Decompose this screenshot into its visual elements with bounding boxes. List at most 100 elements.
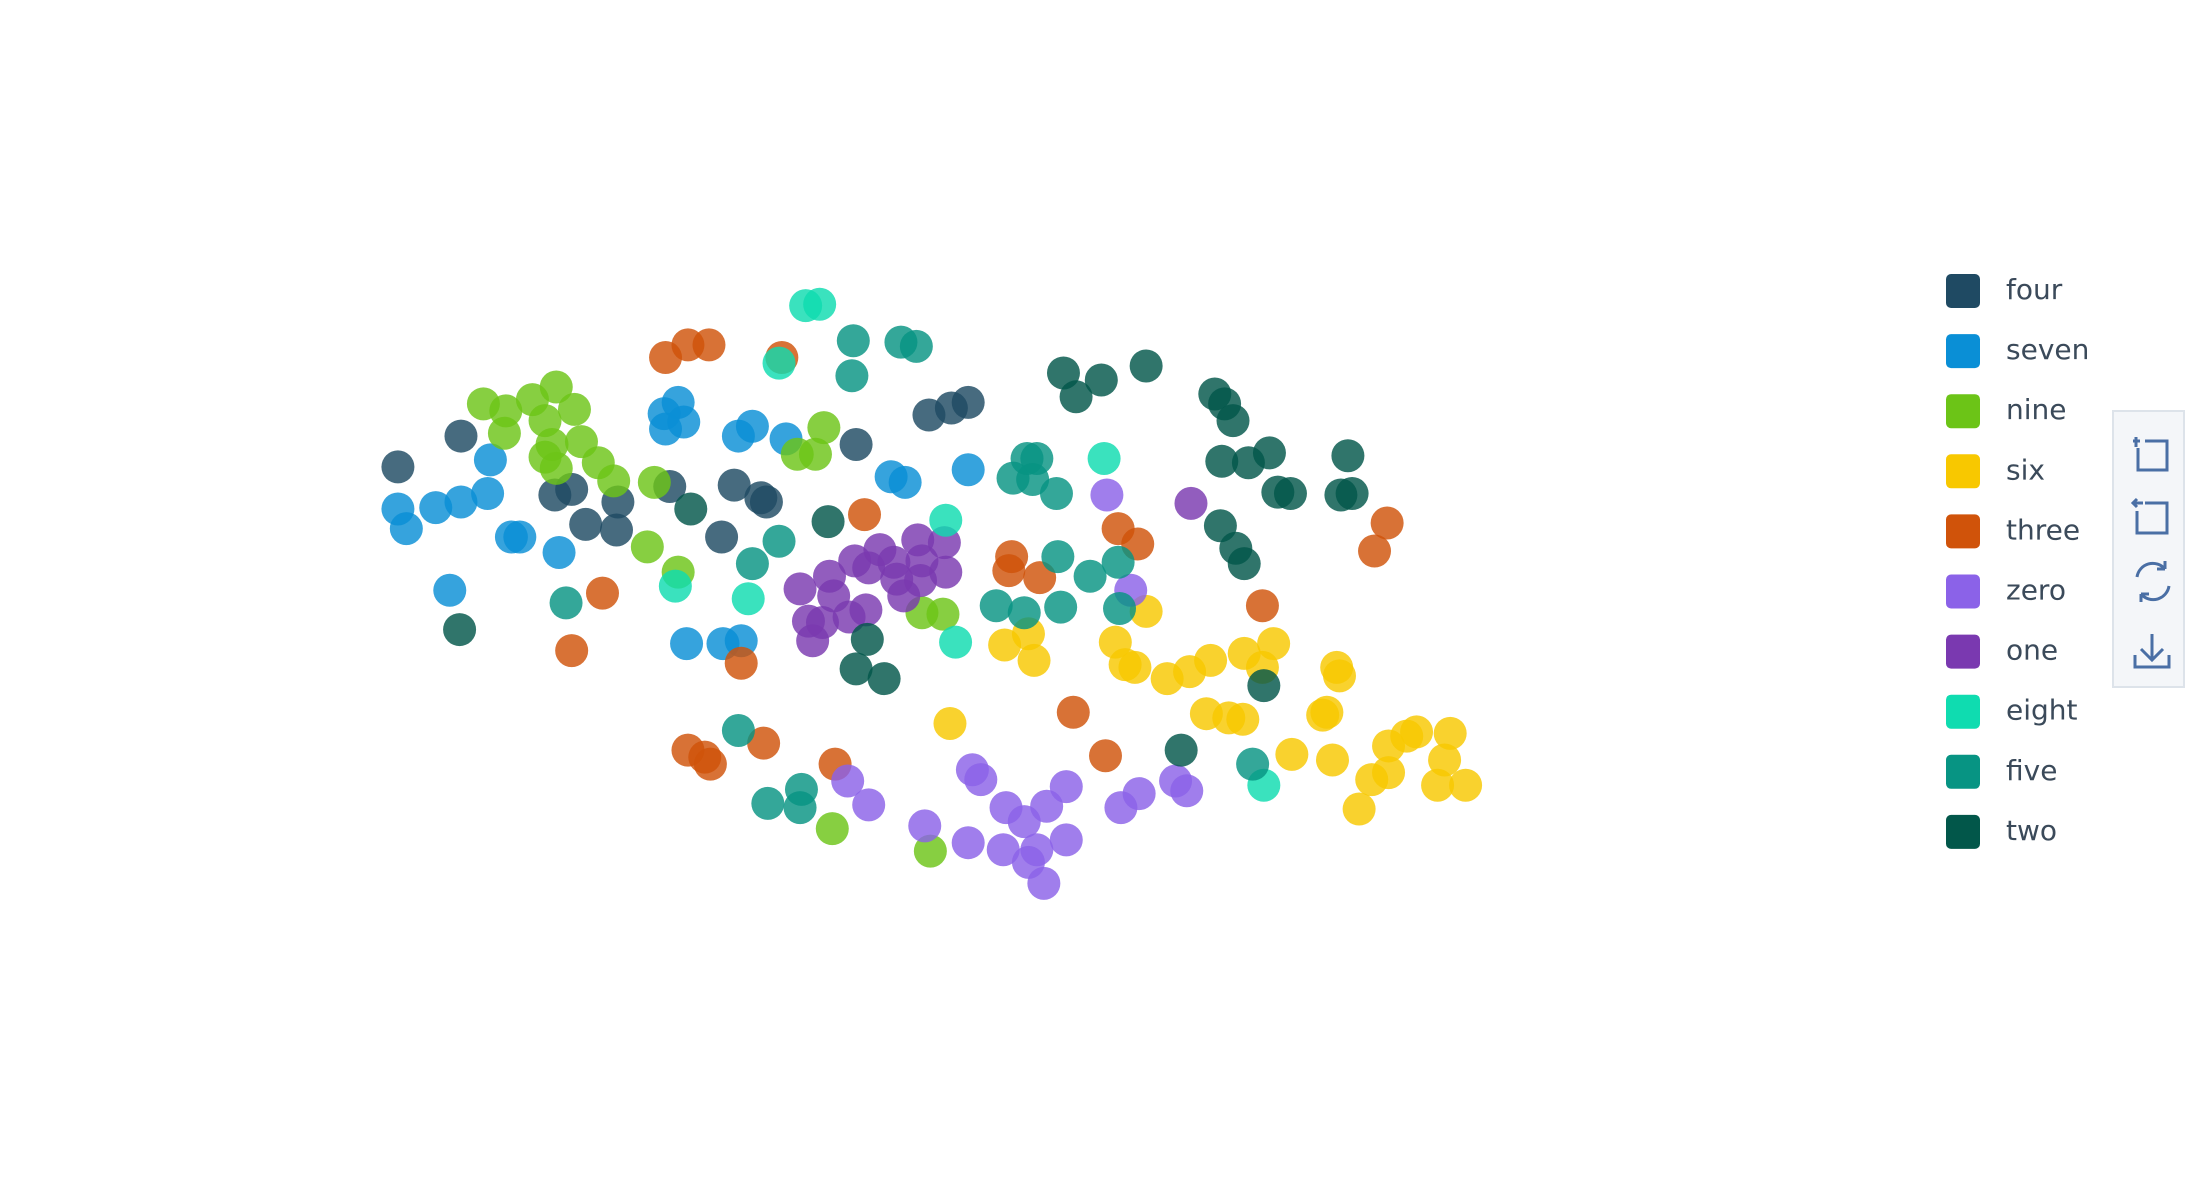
point bbox=[1194, 643, 1228, 677]
point bbox=[471, 477, 505, 511]
point bbox=[1090, 478, 1124, 512]
point bbox=[798, 437, 832, 471]
point bbox=[549, 586, 583, 620]
point bbox=[807, 411, 841, 445]
point bbox=[1017, 643, 1051, 677]
download-button[interactable] bbox=[2133, 634, 2171, 669]
point bbox=[1273, 477, 1307, 511]
point bbox=[667, 405, 701, 439]
point bbox=[731, 582, 765, 616]
point bbox=[658, 569, 692, 603]
legend-label: two bbox=[2006, 814, 2057, 847]
point bbox=[939, 625, 973, 659]
point bbox=[929, 503, 963, 537]
point bbox=[724, 646, 758, 680]
point bbox=[762, 524, 796, 558]
point bbox=[597, 464, 631, 498]
point bbox=[1236, 747, 1270, 781]
point bbox=[783, 572, 817, 606]
point bbox=[1016, 463, 1050, 497]
point bbox=[1322, 659, 1356, 693]
point bbox=[717, 468, 751, 502]
point bbox=[831, 764, 865, 798]
legend-swatch bbox=[1946, 754, 1980, 789]
refresh-button[interactable] bbox=[2135, 561, 2171, 602]
point bbox=[600, 513, 634, 547]
reset-zoom-button[interactable] bbox=[2130, 497, 2169, 535]
point bbox=[1118, 650, 1152, 684]
point bbox=[1428, 743, 1462, 777]
point bbox=[692, 328, 726, 362]
point bbox=[762, 346, 796, 380]
point bbox=[783, 791, 817, 825]
point bbox=[747, 726, 781, 760]
point bbox=[1027, 866, 1061, 900]
point bbox=[1101, 545, 1135, 579]
point bbox=[751, 786, 785, 820]
point bbox=[1449, 768, 1483, 802]
point bbox=[381, 450, 415, 484]
point bbox=[444, 419, 478, 453]
point bbox=[951, 453, 985, 487]
reset-zoom-icon bbox=[2130, 497, 2169, 535]
point bbox=[951, 385, 985, 419]
point bbox=[1247, 669, 1281, 703]
point bbox=[992, 554, 1026, 588]
point bbox=[444, 485, 478, 519]
point bbox=[735, 547, 769, 581]
point bbox=[986, 833, 1020, 867]
point bbox=[1216, 404, 1250, 438]
point bbox=[1087, 442, 1121, 476]
legend-label: zero bbox=[2006, 574, 2066, 607]
point bbox=[539, 451, 573, 485]
point bbox=[1310, 695, 1344, 729]
point bbox=[473, 443, 507, 477]
point bbox=[1049, 823, 1083, 857]
point bbox=[389, 512, 423, 546]
point bbox=[904, 563, 938, 597]
refresh-icon bbox=[2135, 561, 2171, 602]
point bbox=[1331, 439, 1365, 473]
point bbox=[913, 834, 947, 868]
point bbox=[815, 812, 849, 846]
point bbox=[1129, 349, 1163, 383]
point bbox=[848, 498, 882, 532]
point bbox=[1358, 534, 1392, 568]
point bbox=[849, 593, 883, 627]
point bbox=[1342, 792, 1376, 826]
toolbar bbox=[2112, 410, 2185, 688]
point bbox=[1041, 540, 1075, 574]
point bbox=[839, 652, 873, 686]
point bbox=[1174, 486, 1208, 520]
point bbox=[1315, 743, 1349, 777]
point bbox=[1245, 589, 1279, 623]
legend-label: eight bbox=[2006, 694, 2078, 727]
point bbox=[1421, 768, 1455, 802]
point bbox=[1049, 770, 1083, 804]
point bbox=[805, 606, 839, 640]
point bbox=[569, 507, 603, 541]
point bbox=[811, 505, 845, 539]
point bbox=[908, 809, 942, 843]
legend-swatch bbox=[1946, 454, 1980, 489]
point bbox=[1433, 716, 1467, 750]
point bbox=[1103, 592, 1137, 626]
point bbox=[487, 416, 521, 450]
point bbox=[630, 530, 664, 564]
point bbox=[899, 329, 933, 363]
legend-swatch bbox=[1946, 514, 1980, 549]
point bbox=[888, 465, 922, 499]
point bbox=[1275, 737, 1309, 771]
point bbox=[1257, 627, 1291, 661]
point bbox=[1372, 756, 1406, 790]
point bbox=[929, 555, 963, 589]
point bbox=[433, 573, 467, 607]
point bbox=[555, 634, 589, 668]
point bbox=[1226, 702, 1260, 736]
point bbox=[1007, 596, 1041, 630]
legend-label: three bbox=[2006, 513, 2080, 546]
zoom-button[interactable] bbox=[2133, 437, 2169, 472]
point bbox=[1227, 547, 1261, 581]
point bbox=[557, 392, 591, 426]
point bbox=[1252, 436, 1286, 470]
